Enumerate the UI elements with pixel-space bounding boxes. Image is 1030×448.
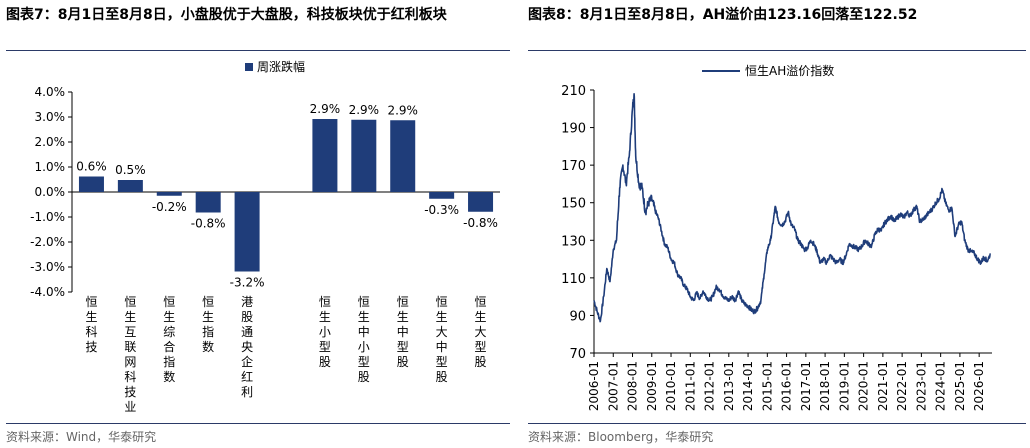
category-label: 恒生中型股	[397, 295, 409, 369]
left-title-divider	[6, 50, 510, 51]
x-tick-label: 2019-01	[837, 361, 851, 411]
y-tick-label: 2.0%	[35, 135, 66, 149]
y-tick-label: 0.0%	[35, 185, 66, 199]
category-label: 恒生指数	[202, 295, 214, 354]
bar-chart: 周涨跌幅 4.0% 3.0% 2.0% 1.0% 0.0% -1.0% -2.0% -3.0% -…	[30, 59, 500, 414]
y-tick-label: 190	[561, 122, 586, 137]
bar	[78, 176, 104, 192]
category-label: 恒生大型股	[475, 295, 487, 369]
category-label: 恒生科技	[85, 295, 97, 354]
x-tick-label: 2014-01	[741, 361, 755, 411]
left-chart-panel: 图表7：8月1日至8月8日，小盘股优于大盘股，科技板块优于红利板块 周涨跌幅 4.…	[6, 7, 510, 444]
y-tick-label: 210	[561, 84, 586, 99]
y-tick-label: 150	[561, 197, 586, 212]
data-label: 2.9%	[387, 103, 418, 117]
bar	[117, 180, 143, 192]
x-tick-label: 2023-01	[914, 361, 928, 411]
left-source-note: 资料来源：Wind，华泰研究	[6, 430, 157, 444]
series-line	[593, 93, 991, 323]
y-tick-label: -4.0%	[30, 285, 65, 299]
data-label: 2.9%	[310, 102, 341, 116]
x-tick-label: 2021-01	[876, 361, 890, 411]
x-tick-label: 2010-01	[664, 361, 678, 411]
bar	[429, 192, 455, 199]
x-tick-label: 2015-01	[760, 361, 774, 411]
category-label: 港股通央企红利	[241, 295, 253, 399]
left-source-divider	[6, 423, 510, 424]
y-tick-label: 1.0%	[35, 160, 66, 174]
right-source-note: 资料来源：Bloomberg，华泰研究	[528, 430, 714, 444]
legend-swatch	[245, 63, 253, 71]
x-tick-label: 2016-01	[780, 361, 794, 411]
data-label: 2.9%	[349, 103, 380, 117]
x-tick-label: 2013-01	[722, 361, 736, 411]
y-tick-label: 130	[561, 234, 586, 249]
x-tick-label: 2008-01	[626, 361, 640, 411]
bar	[390, 120, 416, 192]
right-chart-panel: 图表8：8月1日至8月8日，AH溢价由123.16回落至122.52 恒生AH溢…	[522, 0, 1030, 448]
data-label: -0.8%	[463, 216, 498, 230]
x-tick-label: 2018-01	[818, 361, 832, 411]
bar	[195, 192, 221, 213]
x-tick-label: 2026-01	[972, 361, 986, 411]
bar	[234, 192, 260, 272]
y-tick-label: 170	[561, 159, 586, 174]
x-tick-label: 2007-01	[606, 361, 620, 411]
category-label: 恒生小型股	[319, 295, 331, 369]
bar	[312, 119, 338, 192]
data-label: -3.2%	[230, 276, 265, 290]
right-chart-title: 图表8：8月1日至8月8日，AH溢价由123.16回落至122.52	[528, 7, 918, 23]
y-tick-label: -3.0%	[30, 260, 65, 274]
category-label: 恒生互联网科技业	[124, 295, 136, 414]
legend-label: 周涨跌幅	[257, 59, 305, 74]
y-tick-label: 4.0%	[35, 85, 66, 99]
data-label: 0.5%	[115, 163, 146, 177]
x-tick-label: 2022-01	[895, 361, 909, 411]
x-tick-label: 2025-01	[953, 361, 967, 411]
x-tick-label: 2006-01	[587, 361, 601, 411]
x-tick-label: 2009-01	[645, 361, 659, 411]
data-label: -0.8%	[191, 217, 226, 231]
y-tick-label: 70	[569, 347, 586, 362]
bar	[156, 192, 182, 196]
x-tick-label: 2012-01	[703, 361, 717, 411]
y-tick-label: 110	[561, 272, 586, 287]
legend-label: 恒生AH溢价指数	[745, 63, 834, 78]
y-tick-label: 90	[569, 309, 586, 324]
y-tick-label: 3.0%	[35, 110, 66, 124]
category-label: 恒生大中型股	[436, 295, 448, 384]
data-label: -0.2%	[152, 200, 187, 214]
data-label: 0.6%	[76, 160, 107, 174]
category-label: 恒生中小型股	[358, 295, 370, 384]
x-tick-label: 2024-01	[934, 361, 948, 411]
x-tick-label: 2020-01	[857, 361, 871, 411]
x-tick-label: 2011-01	[683, 361, 697, 411]
y-tick-label: -1.0%	[30, 210, 65, 224]
category-label: 恒生综合指数	[163, 295, 175, 384]
left-chart-title: 图表7：8月1日至8月8日，小盘股优于大盘股，科技板块优于红利板块	[6, 7, 447, 23]
bar	[468, 192, 494, 212]
bar	[351, 119, 377, 192]
right-title-divider	[528, 50, 1026, 51]
data-label: -0.3%	[424, 203, 459, 217]
x-tick-label: 2017-01	[799, 361, 813, 411]
y-tick-label: -2.0%	[30, 235, 65, 249]
right-source-divider	[528, 423, 1026, 424]
